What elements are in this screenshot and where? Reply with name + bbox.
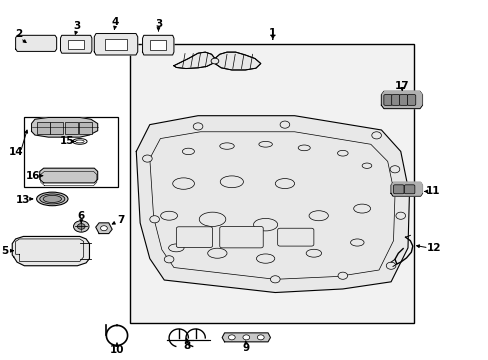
- Circle shape: [386, 262, 395, 269]
- Text: 14: 14: [8, 147, 23, 157]
- Circle shape: [337, 272, 347, 279]
- Polygon shape: [174, 52, 215, 68]
- Circle shape: [257, 335, 264, 340]
- Text: 16: 16: [26, 171, 40, 181]
- Text: 10: 10: [109, 345, 124, 355]
- Circle shape: [73, 221, 89, 232]
- Ellipse shape: [220, 176, 243, 188]
- Bar: [105, 39, 126, 50]
- Polygon shape: [136, 116, 408, 293]
- Circle shape: [77, 224, 85, 229]
- Circle shape: [193, 123, 203, 130]
- Bar: [79, 122, 92, 134]
- Polygon shape: [32, 117, 98, 137]
- Text: 8: 8: [183, 341, 191, 351]
- Bar: [68, 40, 84, 49]
- Text: 9: 9: [242, 343, 249, 353]
- FancyBboxPatch shape: [176, 227, 212, 248]
- Circle shape: [270, 276, 280, 283]
- Text: 13: 13: [16, 195, 31, 204]
- Polygon shape: [96, 223, 112, 234]
- Polygon shape: [94, 33, 138, 55]
- Ellipse shape: [337, 150, 347, 156]
- Bar: [24, 117, 118, 187]
- Text: 1: 1: [269, 28, 276, 38]
- Polygon shape: [390, 183, 422, 196]
- FancyBboxPatch shape: [219, 226, 263, 248]
- FancyBboxPatch shape: [399, 95, 407, 105]
- Circle shape: [164, 256, 174, 263]
- Ellipse shape: [253, 219, 277, 231]
- Text: 4: 4: [111, 17, 119, 27]
- Polygon shape: [215, 52, 260, 70]
- Polygon shape: [61, 35, 92, 53]
- Polygon shape: [381, 91, 422, 109]
- Ellipse shape: [350, 239, 364, 246]
- Circle shape: [243, 335, 249, 340]
- Polygon shape: [16, 35, 57, 51]
- Text: 3: 3: [73, 21, 80, 31]
- Circle shape: [101, 226, 107, 231]
- Ellipse shape: [43, 195, 61, 203]
- Text: 11: 11: [426, 186, 440, 197]
- Ellipse shape: [305, 249, 321, 257]
- Bar: [37, 122, 50, 134]
- Circle shape: [280, 121, 289, 128]
- FancyBboxPatch shape: [277, 228, 313, 246]
- Ellipse shape: [207, 248, 226, 258]
- Ellipse shape: [182, 148, 194, 155]
- Ellipse shape: [72, 139, 87, 144]
- FancyBboxPatch shape: [393, 185, 403, 194]
- Ellipse shape: [362, 163, 371, 168]
- Polygon shape: [12, 237, 89, 266]
- Text: 17: 17: [394, 81, 408, 91]
- Ellipse shape: [199, 212, 225, 226]
- Ellipse shape: [298, 145, 309, 151]
- Polygon shape: [391, 182, 421, 195]
- Bar: [129, 44, 413, 323]
- Ellipse shape: [308, 211, 327, 221]
- Ellipse shape: [168, 244, 183, 252]
- Ellipse shape: [172, 178, 194, 189]
- Polygon shape: [40, 168, 98, 183]
- Ellipse shape: [256, 254, 274, 263]
- Ellipse shape: [219, 143, 234, 149]
- FancyBboxPatch shape: [404, 185, 414, 194]
- Polygon shape: [222, 333, 270, 342]
- Bar: [150, 40, 166, 50]
- Circle shape: [149, 216, 159, 223]
- Circle shape: [228, 335, 235, 340]
- Text: 6: 6: [78, 211, 85, 221]
- Text: 2: 2: [15, 29, 22, 39]
- Text: 12: 12: [427, 243, 441, 253]
- Bar: [65, 122, 78, 134]
- Ellipse shape: [37, 192, 68, 206]
- FancyBboxPatch shape: [407, 95, 415, 105]
- Text: 5: 5: [1, 246, 9, 256]
- Ellipse shape: [275, 179, 294, 189]
- Text: 15: 15: [60, 136, 74, 147]
- Circle shape: [371, 132, 381, 139]
- Text: 7: 7: [117, 215, 124, 225]
- Circle shape: [389, 166, 399, 173]
- Polygon shape: [142, 35, 174, 55]
- Ellipse shape: [75, 140, 84, 143]
- Polygon shape: [382, 91, 421, 108]
- FancyBboxPatch shape: [383, 95, 391, 105]
- Ellipse shape: [161, 211, 177, 220]
- FancyBboxPatch shape: [391, 95, 399, 105]
- Ellipse shape: [40, 194, 65, 204]
- Text: 3: 3: [155, 18, 162, 28]
- Bar: [50, 122, 63, 134]
- Ellipse shape: [353, 204, 370, 213]
- Circle shape: [142, 155, 152, 162]
- Circle shape: [211, 58, 218, 64]
- Ellipse shape: [258, 141, 272, 147]
- Circle shape: [395, 212, 405, 219]
